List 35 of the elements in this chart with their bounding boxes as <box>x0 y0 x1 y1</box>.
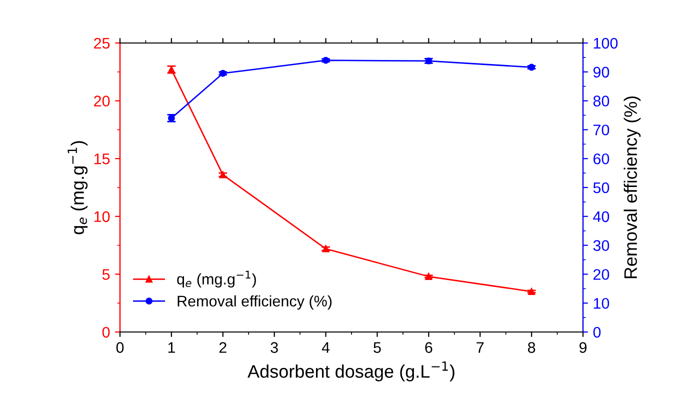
legend-label: q$_{e}$ (mg.g$^{−1}$) <box>177 270 256 288</box>
x-tick-label: 0 <box>116 342 124 353</box>
y2-tick-label: 0 <box>593 326 601 338</box>
y-tick-label: 15 <box>94 154 110 164</box>
y2-tick-label: 30 <box>593 240 610 251</box>
y2-tick-label: 80 <box>593 96 610 106</box>
x-tick-label: 2 <box>219 342 226 353</box>
y2-tick-label: 10 <box>594 298 610 309</box>
x-axis-title: Adsorbent dosage (g.L$^{−1}$) <box>248 362 454 382</box>
point <box>528 288 536 296</box>
y-tick-label: 10 <box>94 211 110 222</box>
y2-tick-label: 100 <box>594 38 618 49</box>
y2-tick-label: 40 <box>593 211 610 222</box>
y2-tick-label: 50 <box>593 182 610 194</box>
x-tick-label: 5 <box>374 342 381 353</box>
y2-tick-label: 20 <box>593 269 610 280</box>
x-tick-label: 6 <box>425 342 432 353</box>
point <box>528 64 536 71</box>
x-tick-label: 3 <box>270 342 278 353</box>
y-tick-label: 20 <box>94 96 110 106</box>
x-tick-label: 8 <box>528 342 536 353</box>
y-tick-label: 0 <box>102 326 110 338</box>
y-axis-title: q$_{e}$ (mg.g$^{−1}$) <box>68 141 88 234</box>
x-tick-label: 9 <box>579 342 587 353</box>
y2-tick-label: 60 <box>594 153 610 164</box>
y-tick-label: 5 <box>102 269 110 280</box>
x-tick-label: 4 <box>322 342 330 353</box>
y-tick-label: 25 <box>94 38 110 49</box>
y2-tick-label: 70 <box>594 124 610 136</box>
legend-label: Removal efficiency (%) <box>178 295 332 310</box>
point <box>322 56 330 64</box>
y2-axis-title: Removal efficiency (%) <box>624 96 641 278</box>
x-tick-label: 7 <box>476 342 484 353</box>
y2-tick-label: 90 <box>593 66 610 78</box>
x-tick-label: 1 <box>168 342 175 353</box>
